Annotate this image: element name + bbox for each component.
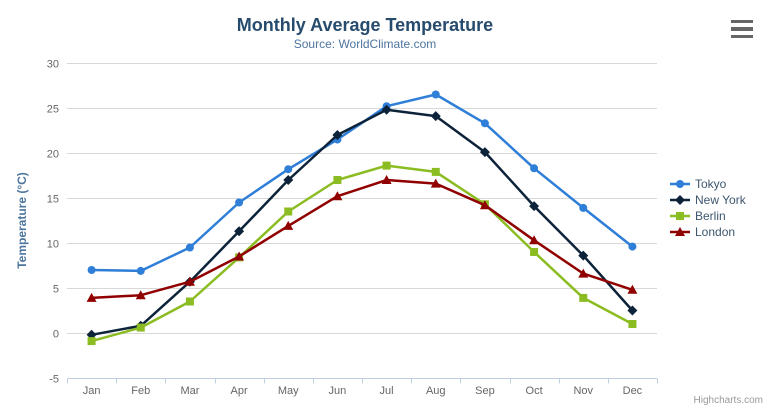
legend: Tokyo New York Berlin London [670,176,746,240]
legend-marker [676,212,684,220]
chart-subtitle: Source: WorldClimate.com [293,37,437,51]
hamburger-icon [731,20,753,24]
chart-title: Monthly Average Temperature [236,15,494,35]
data-point-tokyo-oct[interactable] [530,164,539,173]
data-point-new-york-apr[interactable] [234,226,245,237]
y-axis-label: 30 [47,59,59,71]
x-axis-label: Apr [231,385,248,397]
data-point-tokyo-feb[interactable] [136,266,145,275]
y-axis-label: 20 [47,149,59,161]
x-axis-label: Jan [83,385,101,397]
data-point-new-york-jul[interactable] [381,104,392,115]
data-point-new-york-dec[interactable] [627,305,638,316]
x-axis-label: May [278,385,299,397]
data-point-tokyo-nov[interactable] [579,203,588,212]
x-axis-label: Nov [573,385,593,397]
legend-item-london[interactable]: London [670,224,746,240]
data-point-berlin-oct[interactable] [530,248,539,256]
legend-item-new-york[interactable]: New York [670,192,746,208]
data-point-berlin-feb[interactable] [136,323,145,332]
x-axis-label: Feb [131,385,150,397]
export-menu-button[interactable] [731,20,755,38]
legend-marker [675,195,685,205]
data-point-london-jul[interactable] [381,175,392,184]
data-point-london-dec[interactable] [627,284,638,294]
x-axis-label: Sep [475,385,495,397]
square-marker-icon [670,212,690,220]
data-point-tokyo-dec[interactable] [628,242,637,251]
y-axis-title: Temperature (°C) [15,172,29,269]
hamburger-icon [731,34,753,38]
data-point-london-nov[interactable] [578,268,589,278]
data-point-berlin-mar[interactable] [185,297,194,306]
hamburger-icon [731,27,753,31]
data-point-london-aug[interactable] [430,178,441,188]
data-point-tokyo-aug[interactable] [431,90,440,99]
series-line-new-york[interactable] [90,108,634,337]
x-axis-label: Dec [623,385,643,397]
data-point-berlin-jan[interactable] [87,337,96,346]
data-point-london-apr[interactable] [234,251,245,261]
data-point-berlin-may[interactable] [284,207,293,216]
data-point-london-jun[interactable] [332,191,343,201]
x-axis-label: Mar [180,385,199,397]
legend-marker [676,180,684,188]
data-point-new-york-aug[interactable] [430,111,441,122]
data-point-tokyo-jan[interactable] [87,266,96,274]
y-axis-label: 10 [47,239,59,251]
data-point-london-jan[interactable] [86,292,97,302]
data-point-london-oct[interactable] [529,235,540,245]
y-axis-label: 15 [47,194,59,206]
legend-label: Tokyo [695,177,727,191]
data-point-london-mar[interactable] [184,276,195,286]
y-axis-label: 5 [53,284,59,296]
triangle-marker-icon [670,227,690,236]
data-point-new-york-sep[interactable] [479,147,490,158]
legend-label: New York [695,193,746,207]
circle-marker-icon [670,180,690,188]
x-axis-label: Oct [526,385,543,397]
credit-link[interactable]: Highcharts.com [693,395,763,406]
series-line-london[interactable] [90,178,634,300]
data-point-berlin-nov[interactable] [579,293,588,302]
x-axis-label: Aug [426,385,446,397]
data-point-berlin-jul[interactable] [382,161,391,170]
data-point-london-may[interactable] [283,220,294,230]
data-point-london-feb[interactable] [135,290,146,300]
data-point-london-sep[interactable] [479,200,490,210]
data-point-berlin-jun[interactable] [333,176,342,184]
y-axis-label: -5 [49,374,59,386]
diamond-marker-icon [670,195,690,205]
legend-item-berlin[interactable]: Berlin [670,208,746,224]
legend-label: London [695,225,736,239]
data-point-new-york-nov[interactable] [578,250,589,261]
legend-label: Berlin [695,209,726,223]
data-point-tokyo-mar[interactable] [185,243,194,252]
data-point-tokyo-sep[interactable] [480,119,489,128]
series-line-tokyo[interactable] [90,93,634,273]
series-line-berlin[interactable] [90,164,634,343]
y-axis-label: 0 [53,329,59,341]
data-point-berlin-dec[interactable] [628,320,637,328]
legend-marker [675,227,685,236]
data-point-new-york-jun[interactable] [332,130,343,140]
data-point-tokyo-may[interactable] [284,165,293,174]
data-point-tokyo-apr[interactable] [235,198,244,207]
x-axis-label: Jul [380,385,394,397]
x-axis-label: Jun [329,385,347,397]
data-point-berlin-aug[interactable] [431,167,440,176]
data-point-new-york-oct[interactable] [529,201,540,212]
legend-item-tokyo[interactable]: Tokyo [670,176,746,192]
data-point-new-york-may[interactable] [283,175,294,185]
y-axis-label: 25 [47,104,59,116]
